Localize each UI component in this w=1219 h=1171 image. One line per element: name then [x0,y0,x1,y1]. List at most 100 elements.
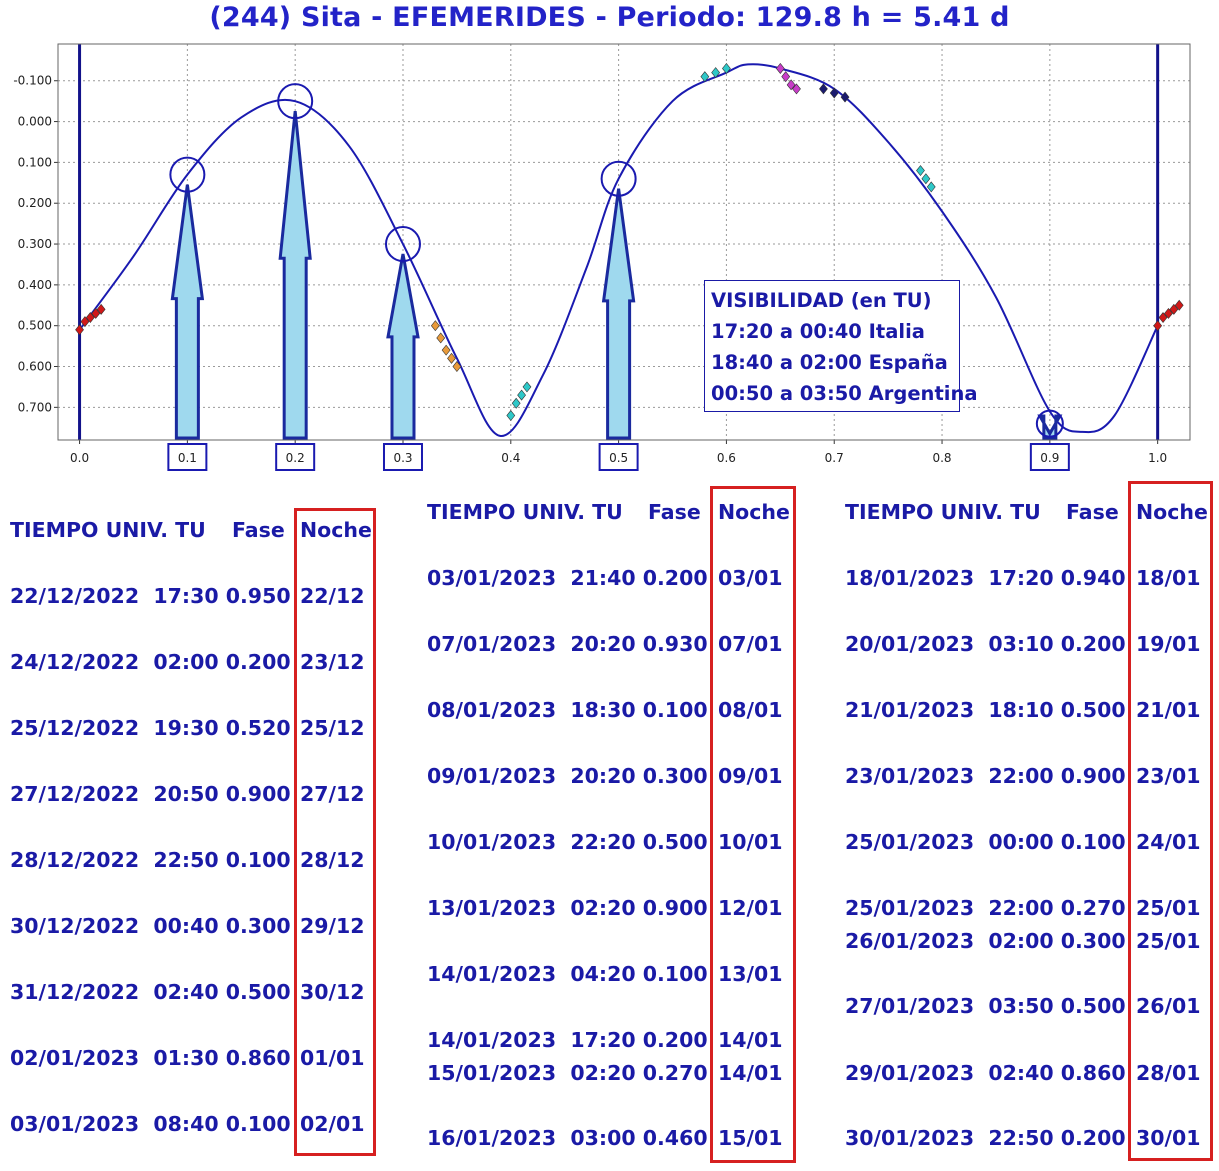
table-row: 14/01/2023 17:20 0.200 [427,1028,708,1052]
row-datetime: 27/01/2023 03:50 0.500 [845,994,1126,1018]
row-datetime: 13/01/2023 02:20 0.900 [427,896,708,920]
table-row: 03/01/2023 08:40 0.100 [10,1112,291,1136]
plot-frame [57,43,1191,441]
data-point [430,320,440,332]
visibility-spain: 18:40 a 02:00 España [711,351,948,374]
x-tick-label: 1.0 [1148,451,1167,465]
header-fase: Fase [648,500,701,524]
table-row: 30/12/2022 00:40 0.300 [10,914,291,938]
row-night: 28/01 [1136,1061,1201,1085]
row-night: 22/12 [300,584,365,608]
row-night: 03/01 [718,566,783,590]
y-tick-label: 0.000 [18,115,52,129]
table-row: 23/01/2023 22:00 0.900 [845,764,1126,788]
table-row: 24/12/2022 02:00 0.200 [10,650,291,674]
noche-column-box [1128,481,1213,1161]
table-row: 09/01/2023 20:20 0.300 [427,764,708,788]
row-night: 25/12 [300,716,365,740]
x-tick-highlight-box [382,443,423,471]
y-tick-label: 0.600 [18,360,52,374]
header-fase: Fase [232,518,285,542]
data-point [91,307,101,319]
row-datetime: 27/12/2022 20:50 0.900 [10,782,291,806]
header-noche: Noche [1136,500,1208,524]
table-row: 25/12/2022 19:30 0.520 [10,716,291,740]
header-noche: Noche [300,518,372,542]
data-point [452,361,462,372]
table-row: 08/01/2023 18:30 0.100 [427,698,708,722]
visibility-italy: 17:20 a 00:40 Italia [711,320,925,343]
data-point [1164,307,1173,319]
table-row: 18/01/2023 17:20 0.940 [845,566,1126,590]
visibility-argentina: 00:50 a 03:50 Argentina [711,382,978,405]
data-point [80,316,90,328]
x-tick-highlight-box [167,443,208,471]
table-row: 25/01/2023 22:00 0.270 [845,896,1126,920]
y-tick-label: 0.700 [18,400,52,414]
data-point [792,83,801,95]
row-night: 08/01 [718,698,783,722]
row-datetime: 25/12/2022 19:30 0.520 [10,716,291,740]
phase-marker-circle [600,160,637,197]
data-point [1169,303,1179,315]
row-night: 18/01 [1136,566,1201,590]
row-datetime: 22/12/2022 17:30 0.950 [10,584,291,608]
row-night: 28/12 [300,848,365,872]
data-point [916,165,925,177]
row-datetime: 03/01/2023 21:40 0.200 [427,566,708,590]
row-datetime: 30/01/2023 22:50 0.200 [845,1126,1126,1150]
data-point [447,352,456,364]
data-point [506,410,516,421]
row-datetime: 02/01/2023 01:30 0.860 [10,1046,291,1070]
data-point [1174,299,1184,311]
phase-arrow [601,188,636,440]
data-point [1158,312,1168,324]
visibility-title: VISIBILIDAD (en TU) [711,289,932,312]
row-datetime: 23/01/2023 22:00 0.900 [845,764,1126,788]
phase-arrow [170,184,205,440]
row-datetime: 07/01/2023 20:20 0.930 [427,632,708,656]
x-tick-highlight-box [598,443,639,471]
lightcurve-chart: -0.1000.0000.1000.2000.3000.4000.5000.60… [13,43,1191,471]
table-row: 10/01/2023 22:20 0.500 [427,830,708,854]
data-point [700,71,710,83]
x-tick-highlight-box [275,443,316,471]
header-tiempo: TIEMPO UNIV. TU [10,518,206,542]
table-row: 14/01/2023 04:20 0.100 [427,962,708,986]
table-row: 02/01/2023 01:30 0.860 [10,1046,291,1070]
row-night: 01/01 [300,1046,365,1070]
row-night: 23/01 [1136,764,1201,788]
row-datetime: 29/01/2023 02:40 0.860 [845,1061,1126,1085]
table-row: 07/01/2023 20:20 0.930 [427,632,708,656]
table-row: 25/01/2023 00:00 0.100 [845,830,1126,854]
phase-arrow [386,253,420,440]
header-fase: Fase [1066,500,1119,524]
data-point [781,71,791,83]
row-datetime: 21/01/2023 18:10 0.500 [845,698,1126,722]
row-datetime: 15/01/2023 02:20 0.270 [427,1061,708,1085]
y-tick-label: 0.500 [18,319,52,333]
x-tick-label: 0.5 [609,451,628,465]
x-tick-label: 0.4 [501,451,520,465]
table-row: 30/01/2023 22:50 0.200 [845,1126,1126,1150]
header-tiempo: TIEMPO UNIV. TU [845,500,1041,524]
table-row: 27/01/2023 03:50 0.500 [845,994,1126,1018]
row-night: 21/01 [1136,698,1201,722]
row-night: 12/01 [718,896,783,920]
data-point [75,324,84,336]
data-point [722,63,731,74]
y-tick-label: 0.400 [18,278,52,292]
data-point [921,173,931,185]
table-row: 27/12/2022 20:50 0.900 [10,782,291,806]
y-tick-label: 0.200 [18,196,52,210]
data-point [96,303,106,315]
row-night: 14/01 [718,1061,783,1085]
x-tick-label: 0.2 [286,451,305,465]
row-datetime: 16/01/2023 03:00 0.460 [427,1126,708,1150]
x-tick-label: 0.0 [70,451,89,465]
row-datetime: 25/01/2023 00:00 0.100 [845,830,1126,854]
row-night: 09/01 [718,764,783,788]
row-night: 29/12 [300,914,365,938]
y-tick-label: 0.300 [18,237,52,251]
table-row: 20/01/2023 03:10 0.200 [845,632,1126,656]
